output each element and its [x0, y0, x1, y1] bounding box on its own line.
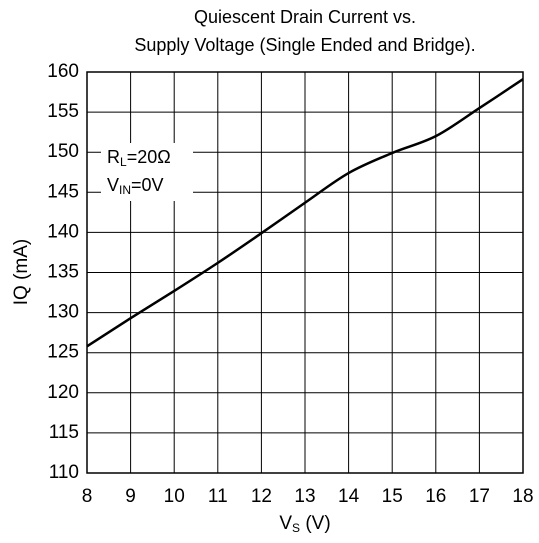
y-tick-label: 155 — [47, 101, 79, 122]
annotation-main: V — [107, 175, 119, 195]
x-tick-label: 18 — [512, 486, 533, 507]
annotation-sub: L — [120, 155, 127, 169]
x-tick-label: 11 — [208, 486, 228, 507]
x-tick-label: 16 — [425, 486, 446, 507]
annotation-background — [101, 143, 193, 201]
y-tick-label: 150 — [47, 141, 79, 162]
x-axis-label-main: V — [279, 513, 292, 534]
annotation: VIN=0V — [107, 175, 164, 197]
y-tick-label: 120 — [47, 382, 79, 403]
y-tick-label: 125 — [47, 342, 79, 363]
data-line — [86, 78, 524, 348]
y-tick-label: 145 — [47, 181, 79, 202]
plot-frame — [86, 71, 524, 474]
annotation-rest: =20Ω — [127, 147, 171, 167]
x-axis-label-sub: S — [292, 521, 300, 535]
x-tick-label: 14 — [338, 486, 360, 507]
x-tick-label: 8 — [82, 486, 93, 507]
y-tick-label: 135 — [47, 262, 79, 283]
annotation-rest: =0V — [131, 175, 164, 195]
annotation: RL=20Ω — [107, 147, 171, 169]
x-tick-label: 9 — [125, 486, 136, 507]
x-tick-label: 12 — [251, 486, 272, 507]
y-tick-label: 130 — [47, 302, 79, 323]
chart-title: Quiescent Drain Current vs. — [194, 7, 416, 27]
annotation-sub: IN — [119, 183, 131, 197]
x-tick-label: 10 — [164, 486, 185, 507]
y-axis-label: IQ (mA) — [11, 239, 32, 306]
y-tick-label: 115 — [49, 422, 79, 443]
x-tick-label: 13 — [294, 486, 315, 507]
x-tick-label: 15 — [382, 486, 403, 507]
y-tick-label: 110 — [49, 462, 79, 483]
x-axis-label-rest: (V) — [300, 513, 331, 534]
annotation-main: R — [107, 147, 120, 167]
x-tick-label: 17 — [469, 486, 490, 507]
y-tick-label: 160 — [47, 61, 79, 82]
x-axis-label: VS (V) — [279, 513, 330, 535]
y-tick-label: 140 — [47, 221, 79, 242]
chart-title: Supply Voltage (Single Ended and Bridge)… — [134, 35, 475, 55]
